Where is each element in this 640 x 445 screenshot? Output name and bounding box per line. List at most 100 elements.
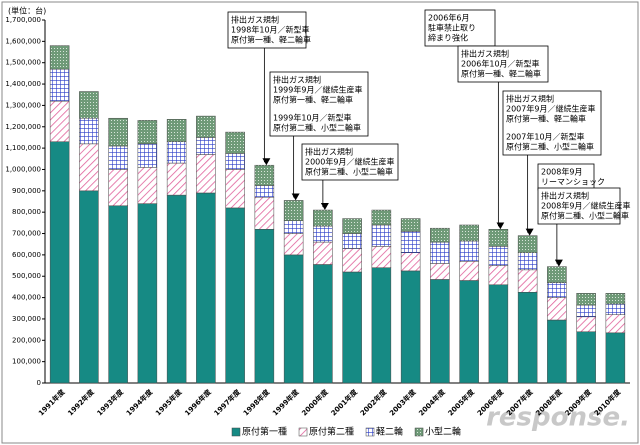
x-tick-label: 2002年度 [358, 387, 389, 418]
y-tick-label: 800,000 [12, 208, 41, 216]
bar-segment [313, 241, 333, 265]
annotation-box [301, 143, 399, 181]
bar-segment [79, 117, 99, 145]
bar-segment [488, 265, 509, 286]
annotation-text: 2008年9月／継続生産車 [541, 201, 630, 211]
y-tick-label: 900,000 [12, 187, 41, 195]
annotation-text: 排出ガス規制 [461, 49, 509, 59]
annotation-box [537, 187, 621, 225]
bar-segment [517, 269, 538, 293]
x-tick-label: 1993年度 [95, 387, 126, 418]
legend-label: 小型二輪 [425, 426, 461, 438]
bar-segment [79, 190, 99, 384]
y-tick-label: 1,200,000 [5, 123, 41, 131]
bar-segment [49, 141, 70, 384]
legend-swatch [414, 427, 424, 437]
x-tick-label: 1999年度 [270, 387, 301, 418]
bar-segment [166, 141, 187, 164]
bar-segment [225, 153, 245, 170]
annotation-text: 1999年9月／継続生産車 [273, 85, 362, 95]
annotation-text: 締まり強化 [428, 33, 468, 43]
annotation-text: 原付第二種、小型二輪車 [541, 211, 629, 221]
annotation-text: 原付第一種、軽二輪車 [461, 69, 541, 79]
bar-segment [547, 297, 567, 321]
bar-segment [400, 270, 421, 384]
bar-segment [371, 267, 392, 384]
x-tick-label: 1994年度 [124, 387, 155, 418]
x-tick-label: 2001年度 [329, 387, 360, 418]
legend-label: 軽二輪 [376, 426, 403, 438]
y-tick-label: 100,000 [12, 358, 41, 366]
annotation-text: 排出ガス規制 [231, 15, 279, 25]
bar-segment [342, 271, 362, 384]
annotation-box [269, 71, 369, 137]
x-tick-label: 1992年度 [66, 387, 97, 418]
annotation-text: 1999年10月／新型車 [273, 113, 352, 123]
bar-segment [459, 280, 479, 384]
annotation-text: 2006年6月 [428, 13, 469, 23]
bar-segment [605, 293, 626, 305]
y-tick-label: 1,100,000 [5, 144, 41, 152]
bar-segment [605, 332, 626, 384]
x-tick-label: 2000年度 [300, 387, 331, 418]
legend-label: 原付第一種 [242, 426, 287, 438]
bar-segment [371, 224, 392, 247]
y-tick-label: 1,500,000 [5, 59, 41, 67]
bar-segment [137, 143, 158, 168]
bar-segment [196, 192, 216, 384]
annotation-text: 1998年10月／新型車 [231, 25, 310, 35]
bar-segment [283, 233, 304, 256]
bar-segment [547, 319, 567, 384]
bar-segment [342, 233, 362, 249]
bar-segment [517, 235, 538, 253]
bar-segment [517, 292, 538, 384]
y-tick-label: 1,600,000 [5, 37, 41, 45]
bar-segment [459, 224, 479, 242]
bar-segment [576, 304, 596, 318]
y-tick-label: 700,000 [12, 230, 41, 238]
legend-label: 原付第二種 [309, 426, 354, 438]
annotation: 排出ガス規制1999年9月／継続生産車原付第一種、軽二輪車1999年10月／新型… [269, 71, 369, 201]
bar-segment [488, 246, 509, 266]
y-tick-label: 400,000 [12, 294, 41, 302]
legend-swatch [365, 427, 375, 437]
bar-segment [400, 231, 421, 253]
bar-segment [225, 207, 245, 384]
bar-segment [313, 209, 333, 227]
x-tick-label: 2004年度 [417, 387, 448, 418]
annotation-box [227, 11, 307, 49]
bar-segment [430, 227, 450, 243]
annotation: 排出ガス規制2007年9月／継続生産車原付第一種、軽二輪車2007年10月／新型… [502, 90, 602, 236]
bar-segment [108, 205, 128, 384]
bar-segment [547, 282, 567, 298]
annotation-text: 排出ガス規制 [541, 191, 589, 201]
annotation-text: 2006年10月／新型車 [461, 59, 540, 69]
bar-segment [108, 145, 128, 170]
bar-segment [108, 169, 128, 207]
bar-segment [49, 45, 70, 70]
bar-segment [576, 293, 596, 306]
annotation-text: 2008年9月 [541, 167, 582, 177]
annotation-text: 原付第二種、小型二輪車 [305, 167, 393, 177]
bar-segment [283, 254, 304, 384]
bar-segment [196, 154, 216, 194]
bar-segment [225, 131, 245, 154]
bar-segment [459, 240, 479, 262]
bar-segment [547, 266, 567, 283]
annotation-box [537, 163, 595, 191]
bar-segment [196, 115, 216, 138]
annotation-box [457, 45, 549, 83]
bar-segment [254, 185, 275, 198]
bar-segment [342, 218, 362, 234]
x-tick-label: 1996年度 [183, 387, 214, 418]
bar-segment [313, 225, 333, 243]
bar-segment [196, 137, 216, 155]
bar-segment [166, 194, 187, 384]
annotation-text: 2007年10月／新型車 [506, 132, 585, 142]
bar-segment [430, 263, 450, 280]
